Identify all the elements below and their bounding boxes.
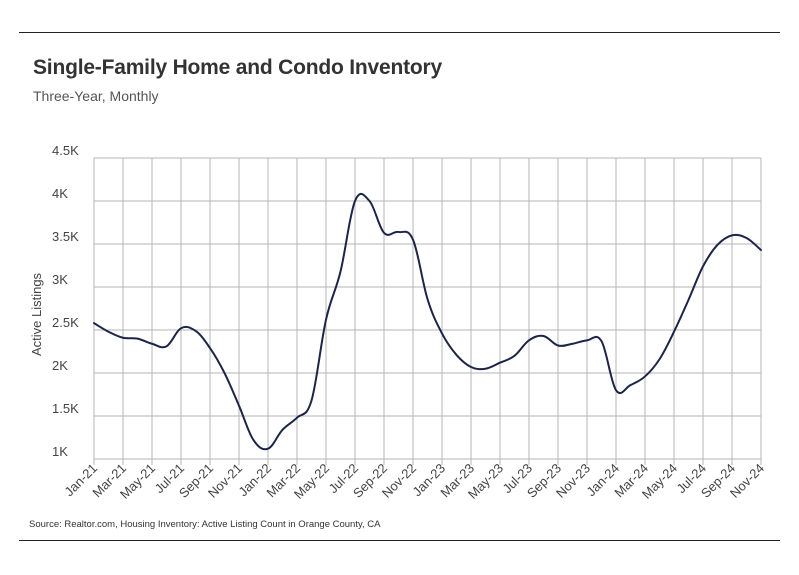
x-axis-ticks: Jan-21Mar-21May-21Jul-21Sep-21Nov-21Jan-… [61,461,767,502]
chart-subtitle: Three-Year, Monthly [33,88,159,104]
y-tick-label: 4.5K [52,143,79,158]
y-tick-label: 2.5K [52,315,79,330]
top-rule [19,32,780,33]
y-tick-label: 3.5K [52,229,79,244]
y-tick-label: 1K [52,444,68,459]
source-note: Source: Realtor.com, Housing Inventory: … [29,519,381,530]
series-line [93,192,762,451]
grid-layer [93,157,762,465]
y-tick-label: 1.5K [52,401,79,416]
chart-title: Single-Family Home and Condo Inventory [33,56,442,79]
y-tick-label: 4K [52,186,68,201]
y-tick-label: 2K [52,358,68,373]
y-axis-label: Active Listings [29,272,44,356]
y-tick-label: 3K [52,272,68,287]
bottom-rule [19,540,780,541]
y-axis-ticks: 1K 1.5K 2K 2.5K 3K 3.5K 4K 4.5K [52,143,79,459]
